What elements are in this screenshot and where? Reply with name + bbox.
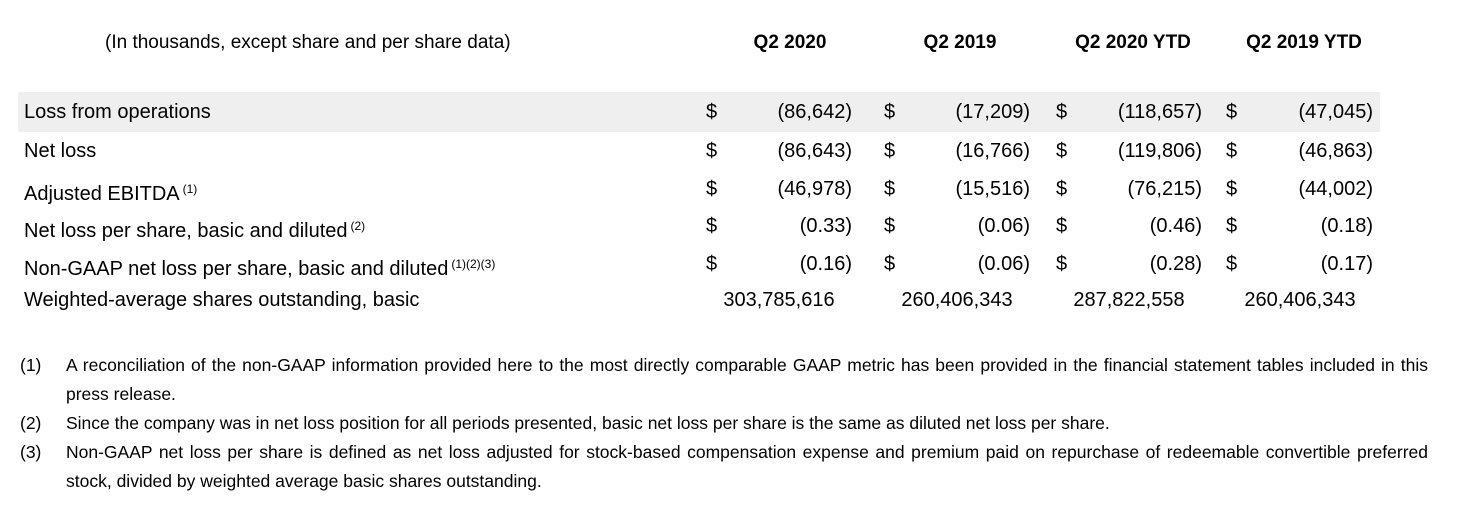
row-label-text: Net loss per share, basic and diluted	[24, 220, 348, 242]
cell-value: 260,406,343	[901, 289, 1013, 311]
currency-sign: $	[1226, 140, 1238, 162]
row-label: Loss from operations	[24, 99, 211, 125]
currency-sign: $	[706, 140, 718, 162]
footnote-ref: (1)	[182, 182, 198, 196]
currency-sign: $	[1226, 253, 1238, 275]
cell-value: 287,822,558	[1073, 289, 1185, 311]
cell-value: (119,806)	[1117, 140, 1202, 162]
currency-sign: $	[884, 215, 896, 237]
currency-sign: $	[1226, 178, 1238, 200]
currency-sign: $	[884, 253, 896, 275]
row-label: Non-GAAP net loss per share, basic and d…	[24, 251, 495, 282]
currency-sign: $	[1226, 101, 1238, 123]
column-header: Q2 2020 YTD	[1075, 32, 1191, 53]
currency-sign: $	[1056, 178, 1068, 200]
cell-value: (47,045)	[1298, 101, 1374, 123]
currency-sign: $	[1056, 253, 1068, 275]
row-label-text: Net loss	[24, 140, 97, 162]
cell-value: (86,642)	[777, 101, 853, 123]
footnote-text: Since the company was in net loss positi…	[66, 413, 1110, 433]
row-label: Net loss	[24, 138, 96, 164]
cell-value: (0.46)	[1149, 215, 1202, 237]
row-highlight	[18, 92, 1380, 132]
row-label-text: Non-GAAP net loss per share, basic and d…	[24, 258, 449, 280]
column-header: Q2 2020	[753, 32, 827, 53]
currency-sign: $	[706, 253, 718, 275]
row-label: Net loss per share, basic and diluted (2)	[24, 213, 365, 244]
currency-sign: $	[706, 101, 718, 123]
column-header: Q2 2019	[923, 32, 997, 53]
row-label: Weighted-average shares outstanding, bas…	[24, 287, 419, 313]
cell-value: (46,978)	[777, 178, 853, 200]
cell-value: (46,863)	[1298, 140, 1374, 162]
cell-value: (0.28)	[1149, 253, 1202, 275]
row-label: Adjusted EBITDA (1)	[24, 176, 197, 207]
currency-sign: $	[884, 178, 896, 200]
cell-value: (44,002)	[1298, 178, 1374, 200]
cell-value: (17,209)	[955, 101, 1031, 123]
footnote-ref: (1)(2)(3)	[451, 257, 496, 271]
column-header: Q2 2019 YTD	[1246, 32, 1362, 53]
cell-value: (0.06)	[977, 215, 1030, 237]
cell-value: 303,785,616	[723, 289, 835, 311]
cell-value: (0.06)	[977, 253, 1030, 275]
cell-value: (15,516)	[955, 178, 1031, 200]
currency-sign: $	[1056, 215, 1068, 237]
cell-value: (118,657)	[1117, 101, 1202, 123]
footnote-text: A reconciliation of the non-GAAP informa…	[66, 355, 1428, 404]
table-caption: (In thousands, except share and per shar…	[105, 32, 511, 53]
cell-value: (0.17)	[1320, 253, 1373, 275]
currency-sign: $	[706, 215, 718, 237]
currency-sign: $	[1056, 140, 1068, 162]
row-label-text: Weighted-average shares outstanding, bas…	[24, 289, 420, 311]
currency-sign: $	[706, 178, 718, 200]
cell-value: (0.18)	[1320, 215, 1373, 237]
currency-sign: $	[1226, 215, 1238, 237]
cell-value: (76,215)	[1127, 178, 1203, 200]
row-label-text: Loss from operations	[24, 101, 211, 123]
footnote-ref: (2)	[350, 219, 366, 233]
footnote-marker: (3)	[20, 442, 42, 462]
footnote-marker: (1)	[20, 355, 42, 375]
currency-sign: $	[1056, 101, 1068, 123]
currency-sign: $	[884, 140, 896, 162]
cell-value: (0.16)	[799, 253, 852, 275]
footnote-text: Non-GAAP net loss per share is defined a…	[66, 442, 1428, 491]
footnote-marker: (2)	[20, 413, 42, 433]
currency-sign: $	[884, 101, 896, 123]
cell-value: 260,406,343	[1244, 289, 1356, 311]
cell-value: (16,766)	[955, 140, 1031, 162]
cell-value: (0.33)	[799, 215, 852, 237]
cell-value: (86,643)	[777, 140, 853, 162]
row-label-text: Adjusted EBITDA	[24, 183, 180, 205]
